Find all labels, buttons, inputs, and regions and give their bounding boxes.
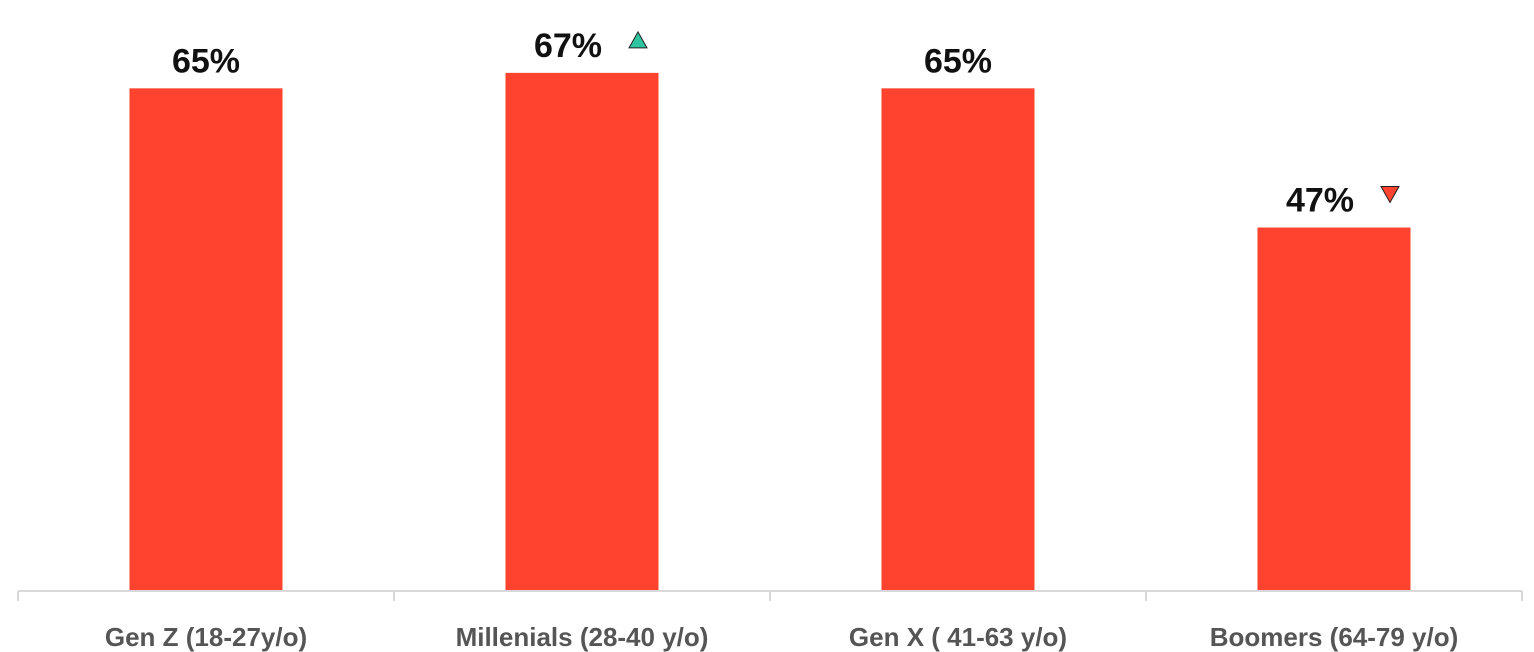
bar-2 [505, 72, 659, 591]
bar-1 [129, 88, 283, 591]
category-label-2: Millenials (28-40 y/o) [456, 622, 709, 652]
value-label-1: 65% [172, 42, 240, 80]
triangle-up-icon [628, 30, 648, 49]
category-label-1: Gen Z (18-27y/o) [105, 622, 307, 652]
category-label-4: Boomers (64-79 y/o) [1210, 622, 1459, 652]
category-tick-labels: Gen Z (18-27y/o) Millenials (28-40 y/o) Ge… [105, 622, 1458, 652]
bars-layer [129, 72, 1411, 592]
bar-3 [881, 88, 1035, 591]
value-labels: 65% 67% 65% 47% [172, 27, 1400, 220]
value-label-2: 67% [534, 27, 602, 65]
category-label-3: Gen X ( 41-63 y/o) [849, 622, 1067, 652]
x-axis [17, 590, 1523, 601]
bar-4 [1257, 227, 1411, 592]
triangle-down-icon [1380, 186, 1400, 204]
value-label-4: 47% [1286, 182, 1354, 220]
value-label-3: 65% [924, 42, 992, 80]
